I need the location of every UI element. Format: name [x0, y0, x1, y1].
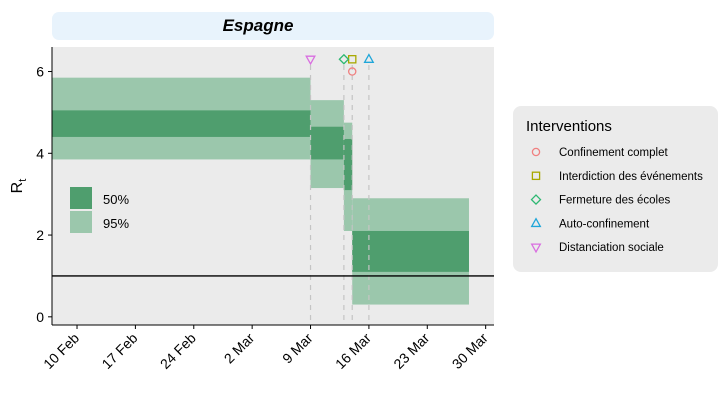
legend-label-3: Auto-confinement: [559, 218, 650, 230]
intervention-markers: [305, 53, 375, 76]
y-tick-label-1: 2: [36, 227, 44, 243]
legend-label-1: Interdiction des événements: [559, 171, 703, 183]
x-tick-label-6: 23 Mar: [390, 330, 432, 372]
legend-symbol-4: [530, 243, 542, 254]
legend-label-0: Confinement complet: [559, 147, 668, 159]
x-axis-ticks: 10 Feb 17 Feb 24 Feb 2 Mar 9 Mar 16 Mar 23 Mar…: [40, 325, 491, 372]
chart-title: Espagne: [223, 16, 294, 35]
band-50-segment-3: [352, 230, 469, 272]
y-tick-label-0: 0: [36, 309, 44, 325]
interventions-legend-items: Confinement complet Interdiction des évén…: [530, 147, 703, 254]
intervention-marker-0: [347, 67, 357, 76]
legend-label-4: Distanciation sociale: [559, 242, 664, 254]
band-50-segment-2: [343, 138, 353, 191]
title-strip: [52, 12, 494, 40]
y-axis-ticks: 0 2 4 6: [36, 64, 52, 325]
x-tick-label-2: 24 Feb: [157, 330, 199, 372]
intervention-marker-4: [305, 55, 316, 66]
interventions-legend-box: [513, 106, 718, 272]
y-axis-label-main: R: [9, 182, 26, 194]
legend-symbol-0: [531, 147, 541, 157]
band-50-segment-1: [310, 126, 344, 160]
intervention-lines: [309, 65, 370, 325]
band-legend-swatch-50: [70, 187, 92, 209]
x-tick-label-0: 10 Feb: [40, 330, 82, 372]
x-tick-label-4: 9 Mar: [279, 330, 316, 367]
legend-symbol-2: [530, 194, 542, 206]
x-tick-label-3: 2 Mar: [221, 330, 258, 367]
band-legend-label-95: 95%: [103, 216, 129, 231]
legend-symbol-1: [531, 171, 541, 181]
y-axis-label-sub: t: [17, 179, 29, 182]
y-axis-label: Rt: [9, 179, 29, 194]
x-tick-label-1: 17 Feb: [98, 330, 140, 372]
band-legend-swatch-95: [70, 211, 92, 233]
band-legend-label-50: 50%: [103, 192, 129, 207]
band-legend: 50% 95%: [70, 187, 129, 233]
x-tick-label-5: 16 Mar: [332, 330, 374, 372]
y-tick-label-2: 4: [36, 145, 44, 161]
interventions-legend: Interventions Confinement complet Interdi…: [513, 106, 718, 272]
intervention-marker-3: [363, 53, 375, 63]
y-tick-label-3: 6: [36, 64, 44, 80]
interventions-legend-title: Interventions: [526, 118, 612, 135]
confidence-bands: [52, 77, 469, 305]
intervention-marker-2: [338, 53, 350, 65]
x-tick-label-7: 30 Mar: [449, 330, 491, 372]
legend-label-2: Fermeture des écoles: [559, 195, 670, 207]
band-50-segment-0: [52, 110, 311, 137]
legend-symbol-3: [530, 217, 542, 228]
